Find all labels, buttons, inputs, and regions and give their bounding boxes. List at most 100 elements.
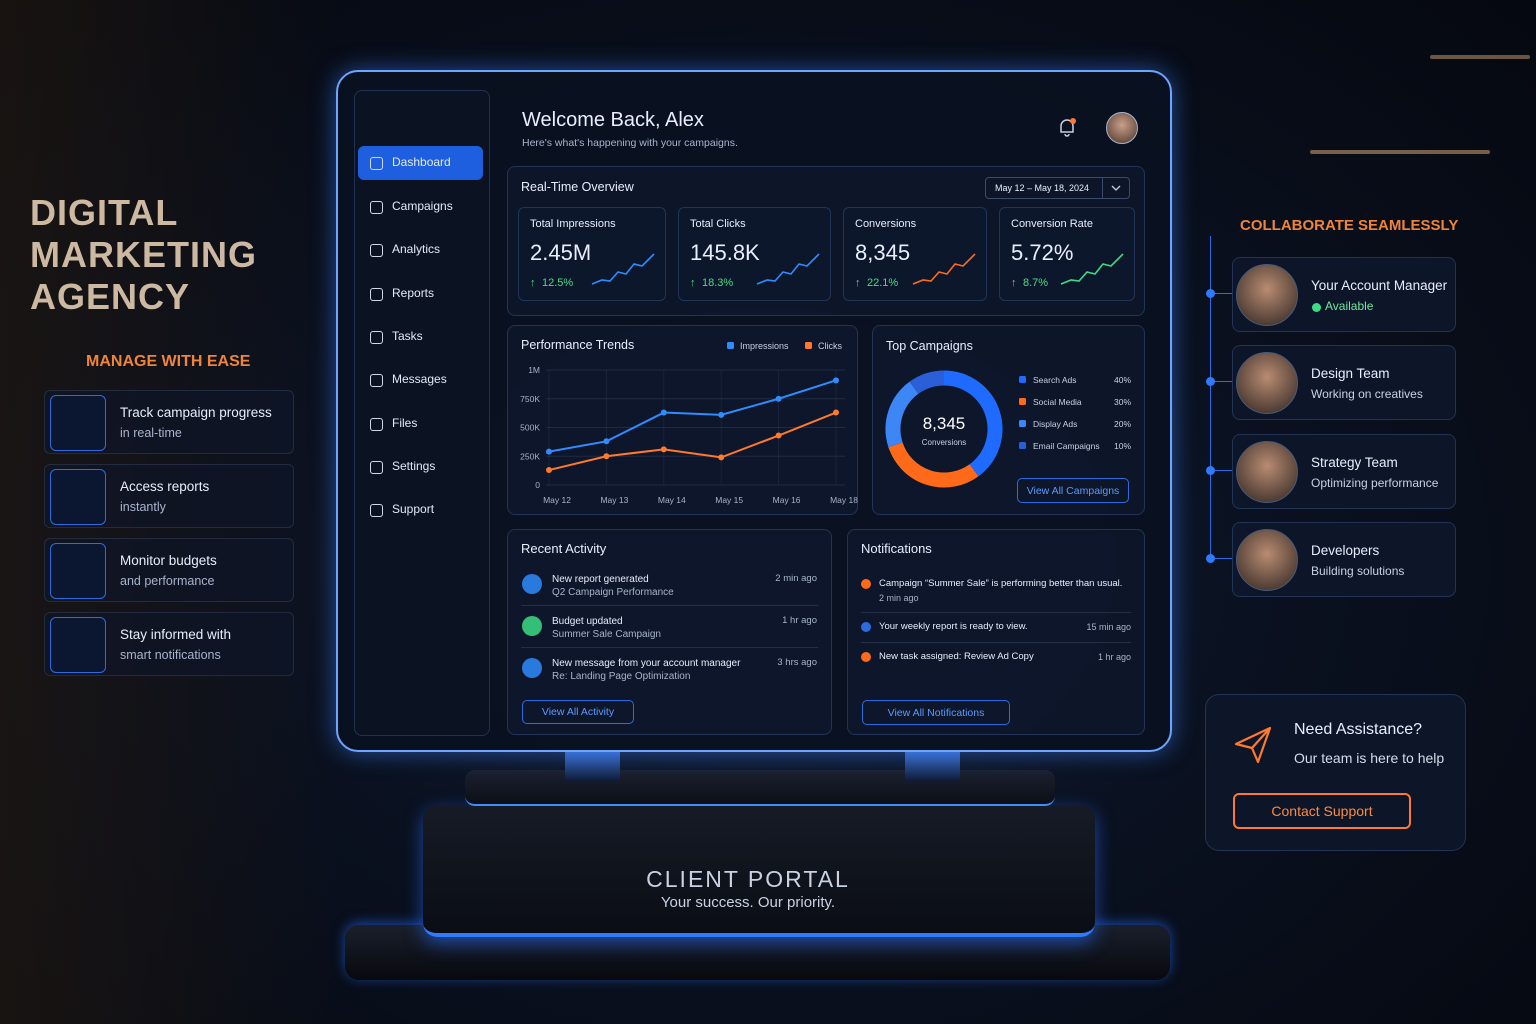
send-icon bbox=[1234, 726, 1272, 764]
kpi-card bbox=[678, 207, 831, 301]
nav-item: Campaigns bbox=[392, 199, 453, 213]
bg-light bbox=[1310, 150, 1490, 154]
notification-text: New task assigned: Review Ad Copy bbox=[879, 651, 1034, 662]
feature-icon bbox=[50, 543, 106, 599]
team-status: Optimizing performance bbox=[1311, 476, 1439, 490]
nav-icon bbox=[370, 244, 383, 258]
feature-icon bbox=[50, 617, 106, 673]
kpi-change: 18.3% bbox=[702, 277, 734, 289]
notification-icon bbox=[861, 579, 871, 589]
team-avatar bbox=[1236, 529, 1298, 591]
sidebar bbox=[354, 90, 490, 736]
feature-card: Stay informed with smart notifications bbox=[44, 612, 294, 676]
stand bbox=[905, 750, 960, 782]
kpi-value: 2.45M bbox=[530, 240, 592, 265]
feature-subtitle: in real-time bbox=[120, 426, 182, 440]
activity-detail: Summer Sale Campaign bbox=[552, 629, 661, 640]
nav-icon bbox=[370, 157, 383, 170]
assistance-title: Need Assistance? bbox=[1294, 721, 1423, 738]
campaigns-button[interactable]: View All Campaigns bbox=[1017, 478, 1129, 503]
activity-button[interactable]: View All Activity bbox=[522, 700, 634, 724]
team-avatar bbox=[1236, 352, 1298, 414]
sparkline-path bbox=[756, 253, 820, 285]
team-avatar bbox=[1236, 264, 1298, 326]
kpi-change: 12.5% bbox=[542, 277, 574, 289]
team-avatar bbox=[1236, 441, 1298, 503]
timeline bbox=[1210, 236, 1211, 560]
notifications-button[interactable]: View All Notifications bbox=[862, 700, 1010, 725]
sparkline bbox=[912, 253, 976, 285]
pedestal-top bbox=[465, 770, 1055, 806]
team-name: Strategy Team bbox=[1311, 455, 1398, 470]
pedestal-tagline: Your success. Our priority. bbox=[660, 894, 836, 911]
feature-card: Track campaign progress in real-time bbox=[44, 390, 294, 454]
date-divider bbox=[1102, 178, 1103, 198]
feature-subtitle: instantly bbox=[120, 500, 166, 514]
team-status: Building solutions bbox=[1311, 564, 1405, 578]
assistance-card bbox=[1205, 694, 1466, 851]
kpi-value: 145.8K bbox=[690, 240, 760, 265]
pedestal-body bbox=[423, 805, 1095, 937]
nav-icon bbox=[370, 460, 383, 474]
feature-card: Monitor budgets and performance bbox=[44, 538, 294, 602]
assistance-subtitle: Our team is here to help bbox=[1294, 750, 1445, 766]
date-range: May 12 – May 18, 2024 bbox=[995, 183, 1090, 193]
timeline-dot bbox=[1206, 289, 1215, 298]
nav-item: Analytics bbox=[392, 242, 441, 257]
team-name: Your Account Manager bbox=[1311, 278, 1448, 293]
nav-item: Settings bbox=[392, 458, 436, 473]
nav-icon bbox=[370, 417, 383, 431]
nav-icon bbox=[370, 374, 383, 388]
notifications-title: Notifications bbox=[861, 541, 932, 556]
header-title: Welcome Back, Alex bbox=[522, 109, 704, 131]
kpi-label: Total Clicks bbox=[690, 218, 746, 230]
feature-subtitle: and performance bbox=[120, 574, 215, 588]
notification-icon bbox=[861, 652, 871, 662]
team-status: Available bbox=[1325, 299, 1374, 313]
pedestal-title: CLIENT PORTAL bbox=[646, 866, 850, 892]
team-name: Developers bbox=[1311, 543, 1380, 558]
feature-title: Stay informed with bbox=[120, 627, 232, 642]
notification-time: 1 hr ago bbox=[1097, 652, 1131, 662]
sparkline-path bbox=[1060, 253, 1124, 285]
timeline-link bbox=[1215, 470, 1232, 471]
contact-button[interactable]: Contact Support bbox=[1233, 793, 1411, 829]
kpi-arrow: ↑ bbox=[530, 277, 536, 289]
timeline-link bbox=[1215, 293, 1232, 294]
feature-icon bbox=[50, 395, 106, 451]
notification-text: Your weekly report is ready to view. bbox=[879, 621, 1028, 632]
activity-detail: Q2 Campaign Performance bbox=[552, 587, 674, 598]
activity-title: Budget updated bbox=[552, 616, 623, 627]
activity-icon bbox=[522, 616, 542, 636]
timeline-dot bbox=[1206, 377, 1215, 386]
sparkline bbox=[1060, 253, 1124, 285]
kpi-card bbox=[999, 207, 1135, 301]
timeline-link bbox=[1215, 558, 1232, 559]
kpi-value: 5.72% bbox=[1011, 240, 1074, 265]
feature-card: Access reports instantly bbox=[44, 464, 294, 528]
kpi-change: 22.1% bbox=[867, 277, 899, 289]
kpi-label: Conversion Rate bbox=[1011, 218, 1093, 230]
dropdown-icon[interactable] bbox=[1110, 182, 1122, 194]
nav-icon bbox=[370, 504, 383, 518]
feature-title: Access reports bbox=[120, 479, 210, 494]
kpi-arrow: ↑ bbox=[1011, 277, 1017, 289]
kpi-card bbox=[843, 207, 987, 301]
section-heading: COLLABORATE SEAMLESSLY bbox=[1240, 217, 1459, 234]
bell-icon[interactable] bbox=[1056, 116, 1078, 138]
trends-card bbox=[507, 325, 858, 515]
feature-subtitle: smart notifications bbox=[120, 648, 221, 662]
notification-time: 2 min ago bbox=[879, 593, 919, 603]
team-status: Working on creatives bbox=[1311, 387, 1423, 401]
kpi-value: 8,345 bbox=[855, 240, 911, 265]
date-picker[interactable] bbox=[985, 177, 1130, 199]
user-avatar[interactable] bbox=[1106, 112, 1138, 144]
notification-icon bbox=[861, 622, 871, 632]
nav-icon bbox=[370, 287, 383, 301]
divider bbox=[861, 612, 1131, 613]
kpi-label: Total Impressions bbox=[530, 218, 616, 230]
nav-item: Tasks bbox=[392, 328, 423, 343]
nav-icon bbox=[370, 330, 383, 344]
